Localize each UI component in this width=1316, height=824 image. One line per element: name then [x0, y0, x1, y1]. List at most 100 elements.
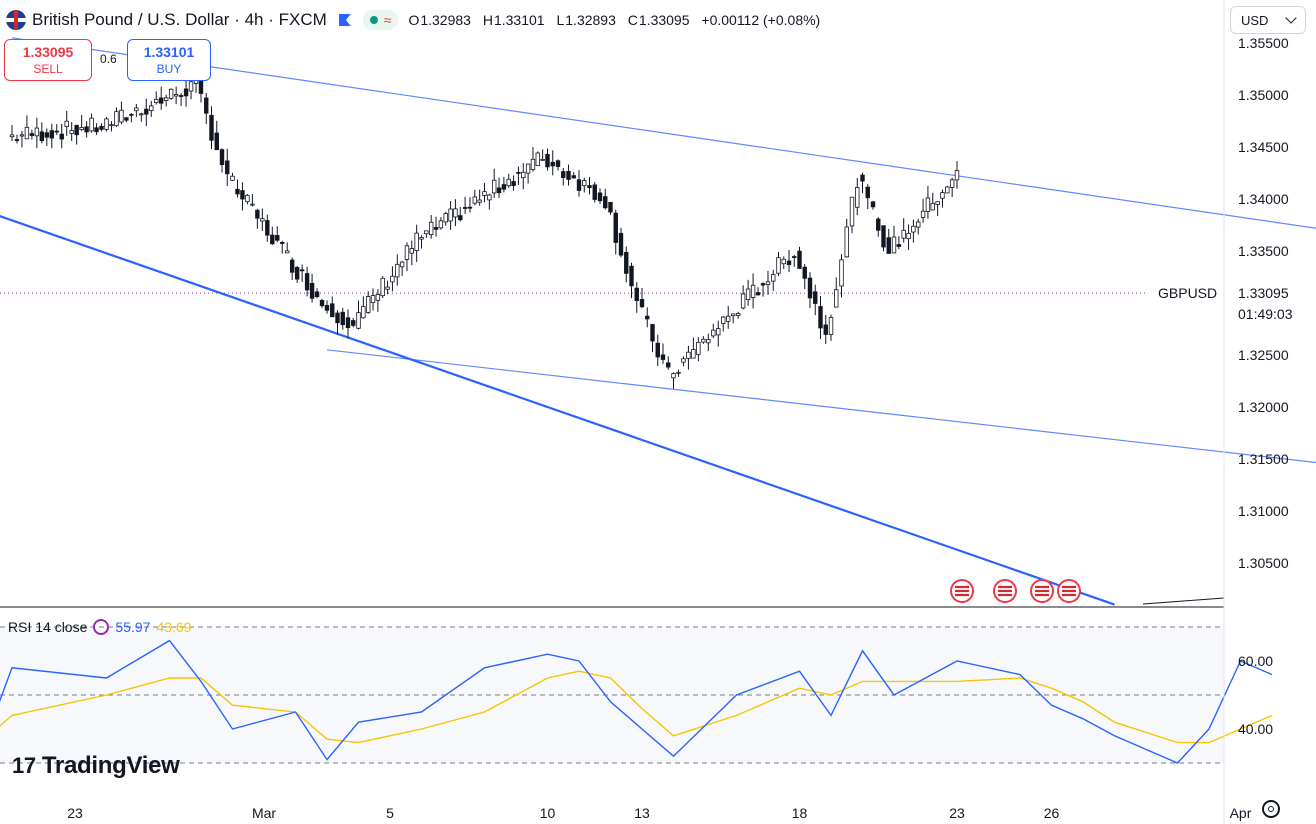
symbol-line-label: GBPUSD — [1158, 285, 1217, 301]
candle-body — [19, 134, 25, 137]
candle-body — [335, 312, 340, 324]
candle-body — [555, 160, 561, 167]
candle-body — [566, 171, 571, 180]
candle-body — [576, 179, 582, 191]
candle-body — [139, 113, 144, 116]
candle-body — [844, 226, 849, 258]
rsi-tick-label: 40.00 — [1238, 721, 1273, 737]
candle-body — [399, 261, 405, 268]
main-pane: GBPUSD — [0, 37, 1316, 606]
candle-body — [214, 132, 219, 151]
currency-dropdown[interactable]: USD — [1230, 6, 1306, 34]
us-event-flag-icon — [950, 579, 974, 603]
candle-body — [706, 339, 711, 344]
ohlc-close: 1.33095 — [638, 12, 690, 28]
candle-body — [587, 185, 592, 189]
rsi-settings-icon[interactable] — [93, 619, 110, 635]
candle-body — [89, 117, 94, 132]
candle-body — [881, 225, 886, 248]
us-event-flag-icon — [993, 579, 1017, 603]
candle-body — [104, 118, 109, 130]
settings-gear-icon[interactable] — [1262, 800, 1280, 818]
candle-body — [813, 291, 818, 304]
candle-body — [44, 132, 50, 138]
candle-body — [250, 203, 255, 206]
pill-symbol: ≈ — [383, 12, 392, 28]
candle-body — [901, 229, 906, 239]
candle-body — [487, 194, 492, 201]
trendline-2 — [326, 349, 1316, 464]
candle-body — [29, 133, 35, 136]
candle-body — [467, 206, 473, 209]
ohlc-values: O1.32983 H1.33101 L1.32893 C1.33095 +0.0… — [408, 12, 828, 28]
price-tick-label: 1.31000 — [1238, 503, 1289, 519]
candle-body — [550, 161, 555, 167]
candle-body — [134, 107, 139, 112]
chevron-down-icon — [1285, 12, 1297, 24]
candle-body — [433, 227, 439, 230]
candle-body — [496, 187, 502, 194]
candle-body — [69, 130, 74, 134]
candle-body — [168, 88, 174, 99]
candle-body — [458, 215, 463, 221]
time-tick-label: 5 — [386, 805, 394, 821]
candle-body — [235, 188, 240, 195]
flag-marker-icon[interactable] — [338, 14, 351, 26]
candle-body — [535, 152, 541, 166]
candle-body — [453, 208, 458, 218]
candle-body — [438, 220, 444, 229]
us-event-flag-icon — [1057, 579, 1081, 603]
market-status-pill[interactable]: ≈ — [362, 10, 399, 30]
price-tick-label: 1.30500 — [1238, 555, 1289, 571]
candle-body — [114, 111, 119, 127]
tradingview-logo[interactable]: 17 TradingView — [12, 752, 180, 780]
candle-body — [395, 263, 400, 278]
candle-body — [34, 127, 40, 137]
candle-body — [149, 105, 154, 112]
candle-body — [634, 287, 639, 302]
candle-body — [424, 230, 429, 235]
candle-body — [940, 192, 945, 199]
ohlc-key-close: C — [627, 12, 638, 28]
rsi-header[interactable]: RSI 14 close 55.97 43.69 — [8, 619, 191, 635]
candle-body — [876, 218, 881, 231]
candle-body — [178, 95, 184, 97]
candle-body — [726, 315, 731, 322]
candle-body — [834, 289, 839, 308]
candle-body — [865, 186, 870, 199]
candle-body — [645, 315, 650, 320]
candle-body — [275, 235, 280, 241]
buy-button[interactable]: 1.33101 BUY — [127, 39, 211, 81]
ohlc-key-low: L — [556, 12, 565, 28]
currency-label: USD — [1241, 12, 1269, 28]
candle-body — [356, 312, 361, 329]
candle-body — [660, 354, 666, 360]
candle-body — [906, 232, 911, 240]
candle-body — [925, 197, 931, 212]
tradingview-wordmark: TradingView — [41, 752, 180, 779]
sell-button[interactable]: 1.33095 SELL — [4, 39, 92, 81]
candle-body — [299, 269, 305, 272]
candle-body — [159, 97, 164, 104]
candle-body — [802, 266, 807, 279]
candle-body — [345, 317, 351, 329]
candle-body — [870, 201, 876, 208]
candle-body — [797, 250, 802, 269]
spread-value: 0.6 — [100, 52, 117, 66]
symbol-title[interactable]: British Pound / U.S. Dollar · 4h · FXCM — [32, 10, 327, 29]
candle-body — [571, 175, 576, 179]
candle-body — [119, 109, 124, 123]
candle-body — [525, 163, 531, 174]
candle-body — [270, 234, 275, 245]
candle-body — [629, 265, 634, 287]
candle-body — [319, 300, 325, 307]
candle-body — [245, 194, 250, 203]
candle-body — [219, 149, 225, 165]
candle-body — [144, 108, 149, 115]
candle-body — [896, 244, 902, 247]
candle-body — [776, 257, 781, 274]
candle-body — [608, 202, 613, 213]
buy-price: 1.33101 — [143, 44, 195, 60]
candle-body — [49, 130, 54, 139]
